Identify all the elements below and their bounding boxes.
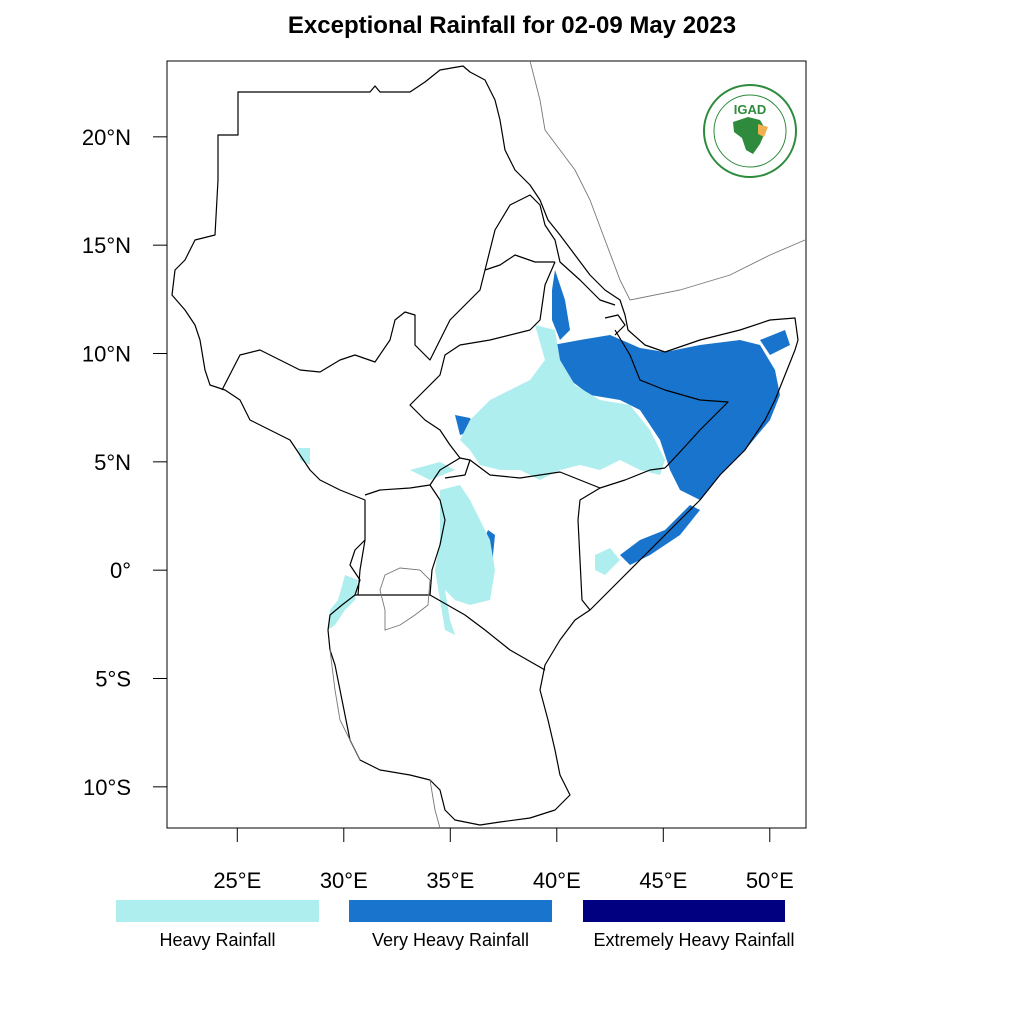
heavy-area-sudan: [298, 448, 310, 465]
lat-tick-label: 15°N: [82, 233, 131, 258]
border-kenya-somalia: [577, 487, 601, 611]
map-title: Exceptional Rainfall for 02-09 May 2023: [287, 12, 737, 39]
lat-tick-label: 5°N: [94, 450, 131, 475]
legend-swatch-heavy: [116, 900, 319, 922]
heavy-rainfall-areas: [298, 325, 665, 635]
very-heavy-area-northeast: [760, 330, 790, 355]
lon-tick-label: 35°E: [426, 868, 474, 893]
lon-tick-label: 45°E: [639, 868, 687, 893]
heavy-area-uganda: [328, 575, 358, 630]
border-ethiopia-west: [409, 261, 556, 459]
svg-text:IGAD: IGAD: [734, 102, 767, 117]
heavy-area-rift-south: [410, 462, 455, 480]
border-kenya-tanzania: [429, 594, 546, 671]
heavy-area-somalia-coast: [595, 548, 620, 575]
border-sudan-south-sudan: [221, 254, 555, 391]
coastlines: [329, 60, 806, 829]
very-heavy-area-coast: [620, 505, 700, 565]
longitude-ticks: 25°E 30°E 35°E 40°E 45°E 50°E: [213, 828, 794, 893]
border-djibouti: [604, 314, 626, 336]
very-heavy-area-north: [552, 270, 570, 340]
border-uganda-kenya: [429, 484, 446, 596]
igad-logo: IGAD: [698, 82, 802, 180]
boundaries: [171, 65, 799, 826]
lat-tick-label: 10°S: [83, 775, 131, 800]
lon-tick-label: 25°E: [213, 868, 261, 893]
heavy-area-kenya: [435, 485, 495, 635]
lake-victoria: [379, 567, 431, 631]
border-ethiopia-somalia: [614, 329, 729, 469]
lake-tanganyika: [329, 649, 361, 761]
heavy-area-ethiopia: [460, 325, 665, 480]
border-eritrea: [484, 194, 616, 306]
legend-label-extremely-heavy: Extremely Heavy Rainfall: [593, 930, 795, 950]
legend-label-heavy: Heavy Rainfall: [159, 930, 276, 950]
lat-tick-label: 5°S: [95, 667, 131, 692]
lat-tick-label: 10°N: [82, 342, 131, 367]
lon-tick-label: 50°E: [746, 868, 794, 893]
very-heavy-area-horn: [553, 335, 780, 500]
lon-tick-label: 30°E: [320, 868, 368, 893]
border-ethiopia-kenya: [469, 459, 666, 489]
legend-swatch-very-heavy: [349, 900, 552, 922]
lat-tick-label: 20°N: [82, 125, 131, 150]
latitude-ticks: 20°N 15°N 10°N 5°N 0° 5°S 10°S: [82, 125, 167, 800]
lon-tick-label: 40°E: [533, 868, 581, 893]
lake-malawi: [429, 779, 441, 829]
arabia-coast: [529, 60, 806, 301]
lat-tick-label: 0°: [110, 558, 131, 583]
legend-swatch-extremely-heavy: [583, 900, 785, 922]
border-south-sudan-south: [364, 457, 471, 496]
legend-label-very-heavy: Very Heavy Rainfall: [371, 930, 530, 950]
igad-logo-icon: IGAD: [703, 84, 797, 178]
border-uganda-west: [357, 539, 366, 596]
map-frame: [166, 60, 807, 829]
region-outline: [171, 65, 799, 826]
